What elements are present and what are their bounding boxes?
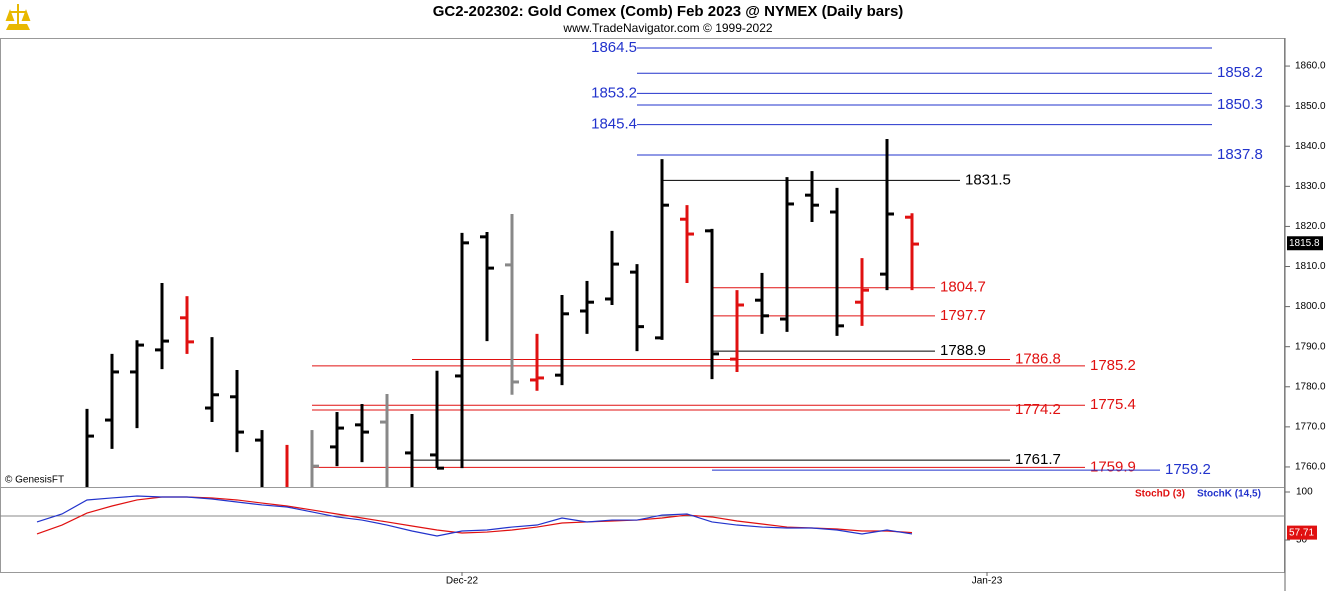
last-price-box — [1287, 236, 1323, 251]
level-label: 1774.2 — [1015, 401, 1061, 418]
last-price-label: 1815.8 — [1289, 238, 1320, 249]
chart-subtitle: www.TradeNavigator.com © 1999-2022 — [562, 21, 772, 35]
watermark: © GenesisFT — [5, 475, 64, 486]
y-tick-label: 1790.0 — [1295, 341, 1326, 352]
level-label: 1759.9 — [1090, 458, 1136, 475]
level-label: 1788.9 — [940, 342, 986, 359]
x-tick-label: Dec-22 — [446, 576, 479, 587]
level-label: 1804.7 — [940, 279, 986, 296]
level-label: 1775.4 — [1090, 396, 1136, 413]
y-tick-label: 1850.0 — [1295, 101, 1326, 112]
y-tick-label: 1820.0 — [1295, 221, 1326, 232]
stoch-line — [36, 495, 913, 537]
y-tick-label: 1760.0 — [1295, 462, 1326, 473]
y-tick-label: 1780.0 — [1295, 381, 1326, 392]
level-label: 1761.7 — [1015, 451, 1061, 468]
y-tick-label: 1830.0 — [1295, 181, 1326, 192]
level-label: 1759.2 — [1165, 461, 1211, 478]
y-tick-label: 100 — [1296, 487, 1313, 498]
y-tick-label: 1840.0 — [1295, 141, 1326, 152]
logo-scale — [5, 4, 31, 24]
level-label: 1858.2 — [1217, 64, 1263, 81]
level-label: 1785.2 — [1090, 357, 1136, 374]
level-label: 1845.4 — [591, 116, 637, 133]
level-label: 1864.5 — [591, 39, 637, 56]
y-tick-label: 1860.0 — [1295, 61, 1326, 72]
level-label: 1837.8 — [1217, 146, 1263, 163]
level-label: 1850.3 — [1217, 96, 1263, 113]
logo-base — [6, 24, 30, 30]
y-tick-label: 1770.0 — [1295, 422, 1326, 433]
x-tick-label: Jan-23 — [972, 576, 1003, 587]
legend-entry: StochK (14,5) — [1197, 489, 1261, 500]
legend-entry: StochD (3) — [1135, 489, 1185, 500]
y-tick-label: 1810.0 — [1295, 261, 1326, 272]
last-value-label: 57.71 — [1289, 527, 1314, 538]
logo — [5, 4, 31, 30]
chart-title: GC2-202302: Gold Comex (Comb) Feb 2023 @… — [433, 3, 904, 20]
y-tick-label: 1800.0 — [1295, 301, 1326, 312]
level-label: 1853.2 — [591, 84, 637, 101]
level-label: 1797.7 — [940, 307, 986, 324]
level-label: 1831.5 — [965, 171, 1011, 188]
y-tick-label: 50 — [1296, 535, 1308, 546]
level-label: 1786.8 — [1015, 350, 1061, 367]
last-value-box — [1287, 525, 1317, 540]
